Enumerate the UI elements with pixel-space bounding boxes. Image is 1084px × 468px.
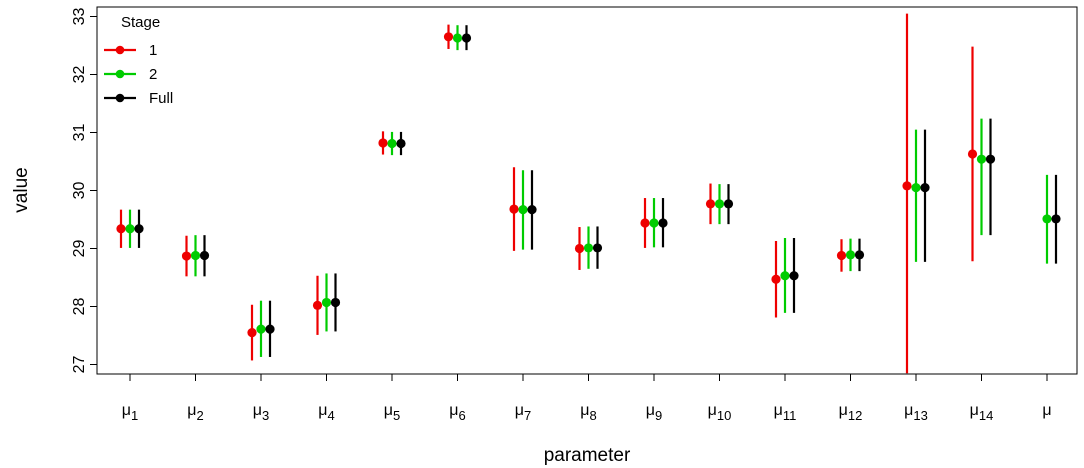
x-axis-title: parameter (544, 445, 631, 466)
point-estimate (387, 138, 397, 149)
point-estimate (330, 297, 341, 308)
point-estimate (527, 205, 537, 215)
y-tick-label: 32 (71, 66, 88, 84)
x-tick-label: μ6 (449, 402, 465, 423)
point-estimate (265, 324, 275, 334)
series-Full (134, 25, 1061, 357)
point-estimate (771, 274, 781, 284)
point-estimate (920, 183, 930, 193)
point-estimate (461, 33, 472, 43)
x-tick-label: μ5 (384, 402, 400, 423)
point-estimate (181, 251, 192, 261)
x-tick-label: μ (1042, 402, 1051, 419)
series-2 (125, 25, 1052, 357)
point-estimate (199, 250, 210, 261)
point-estimate (256, 324, 266, 334)
legend-label: Full (149, 90, 173, 107)
y-tick-label: 28 (71, 298, 88, 316)
point-estimate (509, 204, 519, 214)
y-tick-label: 33 (71, 8, 88, 26)
x-tick-label: μ13 (904, 402, 928, 423)
point-estimate (125, 224, 135, 234)
point-estimate (845, 250, 856, 260)
point-estimate (836, 250, 847, 261)
point-estimate (452, 33, 463, 43)
x-tick-label: μ7 (515, 402, 531, 423)
point-estimate (985, 154, 996, 164)
point-estimate (658, 218, 668, 228)
plot-frame-group (96, 6, 1078, 375)
legend-marker (115, 45, 125, 55)
point-estimate (583, 243, 594, 253)
x-tick-label: μ2 (187, 402, 203, 423)
x-tick-label: μ11 (774, 402, 797, 423)
point-estimate (1051, 214, 1061, 224)
series-1 (116, 13, 978, 374)
y-tick-label: 30 (71, 182, 88, 200)
x-tick-label: μ9 (646, 402, 662, 423)
point-estimate (190, 250, 201, 261)
x-axis: μ1 μ2 μ3 μ4 μ5 μ6 μ7 μ8 μ9 μ10 μ11 μ12 μ13 μ14 μ (122, 374, 1052, 423)
point-estimate (976, 154, 987, 164)
point-estimate (640, 218, 650, 228)
point-estimate (854, 250, 865, 260)
plot-frame (96, 6, 1078, 375)
legend: Stage 1 2 Full (104, 14, 173, 107)
point-estimate (443, 32, 454, 42)
point-estimate (321, 297, 332, 308)
legend-marker (115, 93, 125, 103)
point-estimate (518, 205, 528, 215)
point-estimate (789, 271, 799, 281)
x-tick-label: μ8 (580, 402, 596, 423)
point-estimate (1042, 214, 1052, 224)
point-estimate (396, 138, 406, 149)
point-estimate (902, 181, 912, 191)
y-axis: 27 28 29 30 31 32 33 (71, 8, 97, 374)
x-tick-label: μ10 (708, 402, 732, 423)
point-estimate (247, 328, 257, 338)
x-tick-label: μ3 (253, 402, 269, 423)
point-estimate (378, 138, 388, 148)
point-estimate (780, 271, 790, 281)
point-estimate (116, 224, 126, 234)
point-estimate (911, 183, 921, 193)
x-tick-label: μ14 (970, 402, 994, 423)
legend-label: 2 (149, 66, 157, 83)
point-estimate (705, 199, 716, 209)
point-estimate (714, 199, 725, 209)
point-estimate (592, 243, 603, 253)
y-tick-label: 29 (71, 240, 88, 258)
x-tick-label: μ4 (318, 402, 334, 423)
point-estimate (134, 224, 144, 234)
point-estimate (723, 199, 734, 209)
y-tick-label: 31 (71, 124, 88, 142)
point-estimate (312, 300, 323, 310)
point-estimate (649, 218, 659, 228)
x-tick-label: μ1 (122, 402, 138, 423)
legend-label: 1 (149, 42, 157, 59)
legend-title: Stage (121, 14, 160, 31)
data-marks (116, 13, 1061, 374)
y-tick-label: 27 (71, 356, 88, 374)
point-estimate (967, 149, 978, 159)
x-tick-label: μ12 (839, 402, 863, 423)
y-axis-title: value (11, 167, 32, 212)
point-estimate (574, 243, 585, 254)
legend-marker (115, 69, 125, 79)
